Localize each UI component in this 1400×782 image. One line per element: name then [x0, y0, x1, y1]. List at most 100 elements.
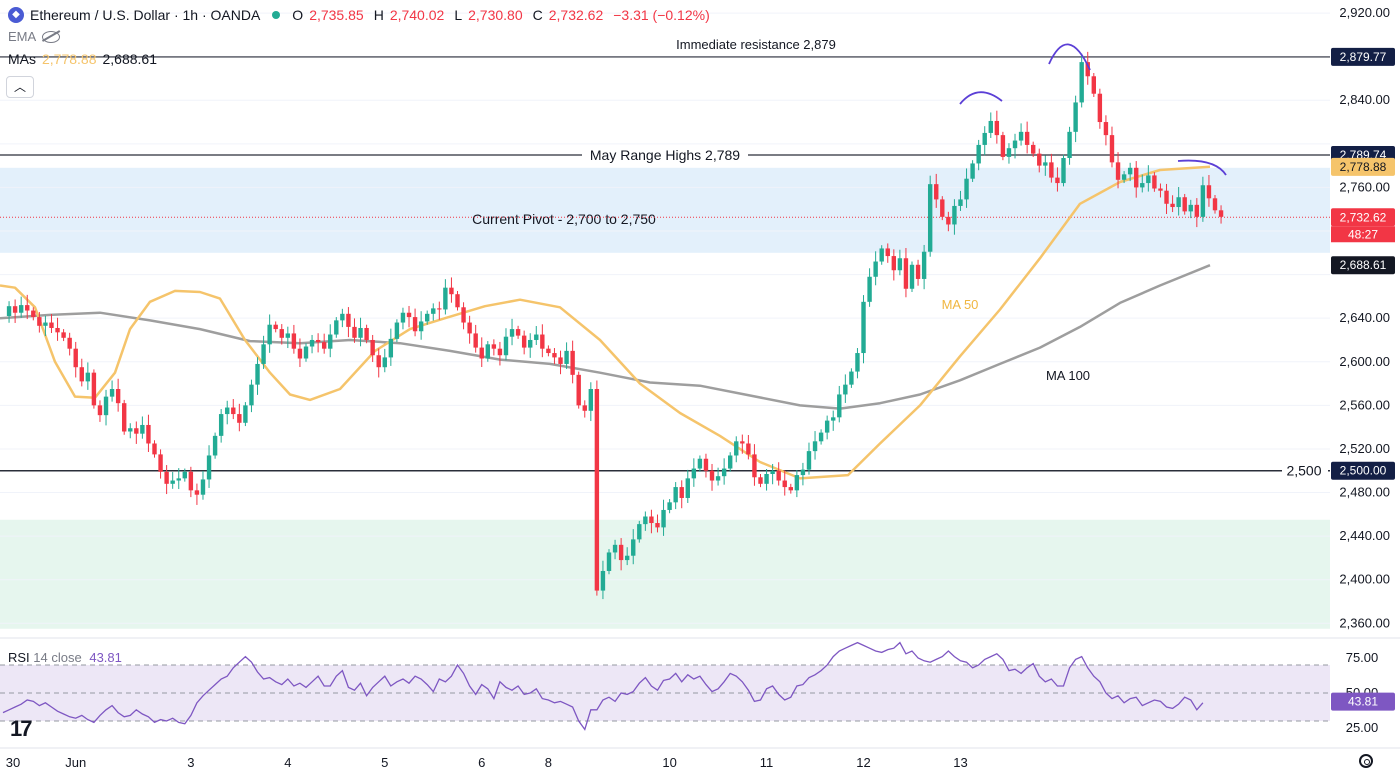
- candle-body[interactable]: [915, 264, 921, 279]
- candle-body[interactable]: [425, 313, 430, 322]
- candle-body[interactable]: [812, 441, 818, 452]
- candle-body[interactable]: [485, 344, 490, 359]
- candle-body[interactable]: [667, 502, 672, 510]
- candle-body[interactable]: [1073, 102, 1078, 132]
- ma50-line[interactable]: [0, 165, 1211, 480]
- candle-body[interactable]: [685, 478, 690, 498]
- candle-body[interactable]: [388, 338, 394, 358]
- candle-body[interactable]: [455, 294, 460, 308]
- candle-body[interactable]: [1049, 162, 1054, 178]
- candle-body[interactable]: [728, 455, 733, 469]
- candle-body[interactable]: [515, 329, 521, 336]
- candle-body[interactable]: [715, 476, 721, 481]
- candle-body[interactable]: [1194, 204, 1200, 217]
- candle-body[interactable]: [473, 333, 478, 348]
- candle-body[interactable]: [1115, 162, 1121, 180]
- candle-body[interactable]: [164, 471, 169, 484]
- candle-body[interactable]: [315, 339, 321, 343]
- candle-body[interactable]: [37, 317, 42, 326]
- candle-body[interactable]: [79, 367, 84, 382]
- candle-body[interactable]: [1079, 62, 1084, 103]
- candle-body[interactable]: [85, 372, 91, 382]
- candle-body[interactable]: [546, 348, 551, 354]
- candle-body[interactable]: [746, 443, 751, 455]
- candle-body[interactable]: [649, 516, 654, 524]
- candle-body[interactable]: [261, 344, 266, 364]
- candle-body[interactable]: [321, 342, 327, 349]
- candle-body[interactable]: [770, 470, 775, 474]
- candle-body[interactable]: [909, 264, 915, 289]
- candle-body[interactable]: [503, 336, 509, 356]
- candle-body[interactable]: [1067, 131, 1072, 158]
- candle-body[interactable]: [1097, 93, 1103, 123]
- candle-body[interactable]: [212, 435, 218, 456]
- candle-body[interactable]: [764, 474, 769, 484]
- candle-body[interactable]: [952, 205, 957, 225]
- candle-body[interactable]: [1121, 174, 1127, 180]
- collapse-legend-button[interactable]: ︿: [6, 76, 34, 98]
- candle-body[interactable]: [225, 407, 230, 415]
- candle-body[interactable]: [1218, 210, 1224, 217]
- candle-body[interactable]: [97, 405, 103, 416]
- candle-body[interactable]: [655, 523, 660, 528]
- candle-body[interactable]: [412, 317, 418, 332]
- candle-body[interactable]: [709, 470, 715, 481]
- candle-body[interactable]: [921, 251, 927, 279]
- candle-body[interactable]: [776, 470, 781, 481]
- candle-body[interactable]: [631, 539, 636, 556]
- candle-body[interactable]: [594, 389, 600, 591]
- candle-body[interactable]: [843, 384, 848, 395]
- mas-row[interactable]: MAs 2,778.88 2,688.61: [8, 48, 714, 70]
- candle-body[interactable]: [109, 389, 115, 397]
- candle-body[interactable]: [1127, 167, 1133, 175]
- candle-body[interactable]: [400, 312, 406, 323]
- candle-body[interactable]: [528, 339, 533, 348]
- candle-body[interactable]: [12, 306, 18, 313]
- candle-body[interactable]: [891, 256, 897, 271]
- candle-body[interactable]: [867, 276, 872, 302]
- candle-body[interactable]: [540, 334, 545, 349]
- candle-body[interactable]: [418, 321, 424, 332]
- candle-body[interactable]: [31, 310, 36, 318]
- candle-body[interactable]: [1134, 167, 1139, 188]
- symbol-title[interactable]: Ethereum / U.S. Dollar · 1h · OANDA: [30, 7, 261, 23]
- candle-body[interactable]: [491, 344, 497, 349]
- candle-body[interactable]: [18, 305, 24, 313]
- candle-body[interactable]: [1182, 197, 1187, 212]
- candle-body[interactable]: [176, 478, 181, 481]
- candle-body[interactable]: [255, 363, 260, 385]
- candle-body[interactable]: [958, 199, 963, 206]
- candle-body[interactable]: [285, 333, 291, 338]
- candle-body[interactable]: [449, 287, 454, 295]
- candle-body[interactable]: [806, 451, 812, 470]
- candle-body[interactable]: [170, 480, 175, 484]
- candle-body[interactable]: [243, 405, 248, 423]
- candle-body[interactable]: [582, 405, 587, 411]
- candle-body[interactable]: [443, 287, 448, 310]
- candle-body[interactable]: [782, 480, 787, 488]
- candle-body[interactable]: [134, 428, 139, 434]
- candle-body[interactable]: [328, 334, 333, 349]
- candle-body[interactable]: [1170, 203, 1175, 208]
- eye-hidden-icon[interactable]: [42, 31, 61, 43]
- candle-body[interactable]: [552, 353, 557, 358]
- candle-body[interactable]: [1109, 135, 1115, 163]
- candle-body[interactable]: [146, 424, 151, 444]
- tradingview-logo-icon[interactable]: 17: [10, 716, 33, 741]
- candle-body[interactable]: [122, 403, 127, 432]
- ma100-line[interactable]: [0, 264, 1211, 410]
- candle-body[interactable]: [1024, 131, 1030, 145]
- candle-body[interactable]: [1012, 140, 1018, 149]
- candle-body[interactable]: [534, 334, 539, 340]
- candle-body[interactable]: [570, 350, 575, 375]
- candle-body[interactable]: [1085, 62, 1090, 77]
- candle-body[interactable]: [703, 458, 709, 471]
- candle-body[interactable]: [897, 258, 903, 271]
- ema-row[interactable]: EMA: [8, 26, 714, 48]
- candle-body[interactable]: [588, 389, 594, 411]
- candle-body[interactable]: [740, 441, 745, 444]
- candle-body[interactable]: [564, 350, 569, 364]
- candle-body[interactable]: [946, 216, 951, 225]
- candle-body[interactable]: [1061, 158, 1066, 184]
